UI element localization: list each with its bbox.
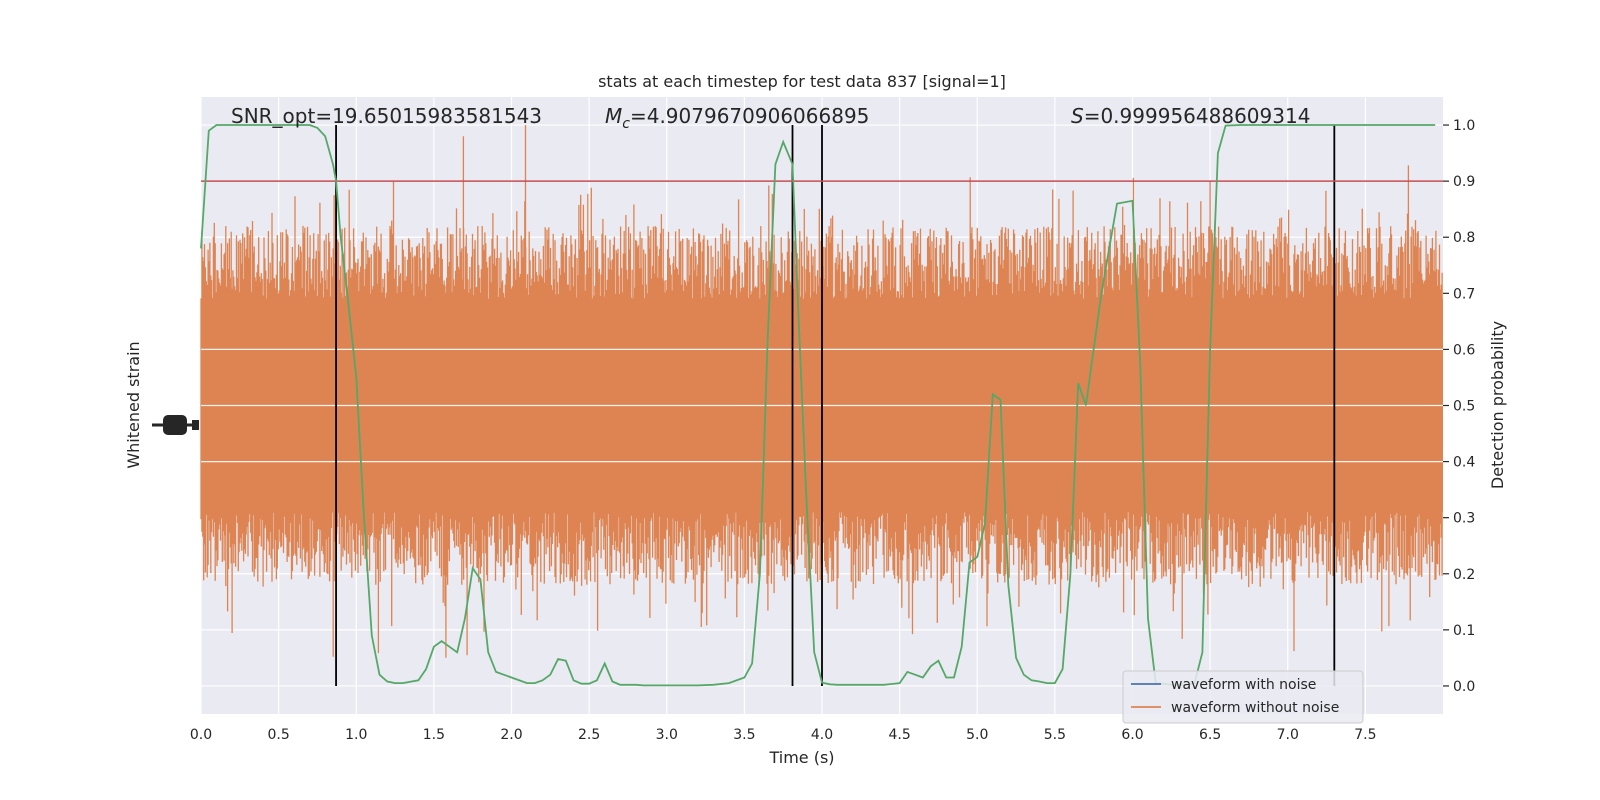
x-axis-ticks: 0.0 0.5 1.0 1.5 2.0 2.5 3.0 3.5 4.0 4.5 5.0 5.5 6.0 6… [190, 727, 1377, 743]
x-tick-label: 7.0 [1277, 727, 1299, 743]
y-tick-label: 0.8 [1453, 230, 1475, 246]
y-tick-label: 0.3 [1453, 511, 1475, 527]
y-tick-label: 0.9 [1453, 174, 1475, 190]
x-tick-label: 2.0 [500, 727, 522, 743]
x-tick-label: 6.5 [1199, 727, 1221, 743]
x-axis-label: Time (s) [768, 748, 834, 767]
y-tick-label: 0.6 [1453, 342, 1475, 358]
x-tick-label: 4.0 [811, 727, 833, 743]
y-tick-label: 0.1 [1453, 623, 1475, 639]
x-tick-label: 2.5 [578, 727, 600, 743]
x-tick-label: 1.0 [345, 727, 367, 743]
snr-annotation: SNR_opt=19.65015983581543 [231, 104, 542, 128]
legend-label-clean: waveform without noise [1171, 700, 1339, 716]
event-markers [335, 125, 1336, 686]
x-tick-label: 7.5 [1354, 727, 1376, 743]
chirp-mass-annotation: Mc=4.9079670906066895 [605, 104, 869, 132]
x-tick-label: 3.0 [656, 727, 678, 743]
y-tick-label: 1.0 [1453, 118, 1475, 134]
legend: waveform with noise waveform without noi… [1122, 670, 1364, 724]
x-tick-label: 1.5 [423, 727, 445, 743]
y-tick-label: 0.7 [1453, 286, 1475, 302]
y-tick-label: 0.0 [1453, 679, 1475, 695]
y-tick-label: 0.5 [1453, 399, 1475, 415]
y-tick-label: 0.4 [1453, 455, 1475, 471]
x-tick-label: 5.0 [966, 727, 988, 743]
y-axis-ticks-right: 0.0 0.1 0.2 0.3 0.4 0.5 0.6 0.7 0.8 0.9 1.0 [1443, 118, 1475, 695]
left-axis-overlapping-ticks [152, 415, 199, 435]
y-axis-label-right: Detection probability [1488, 321, 1507, 489]
legend-label-noise: waveform with noise [1171, 677, 1316, 693]
left-axis-label-cluster [163, 415, 187, 435]
x-tick-label: 3.5 [733, 727, 755, 743]
x-tick-label: 5.5 [1044, 727, 1066, 743]
x-tick-label: 6.0 [1121, 727, 1143, 743]
x-tick-label: 0.5 [267, 727, 289, 743]
x-tick-label: 0.0 [190, 727, 212, 743]
y-tick-label: 0.2 [1453, 567, 1475, 583]
score-annotation: S=0.999956488609314 [1071, 104, 1310, 128]
x-tick-label: 4.5 [888, 727, 910, 743]
y-axis-label-left: Whitened strain [124, 341, 143, 468]
left-axis-tick-cluster [192, 420, 199, 430]
chart-title: stats at each timestep for test data 837… [598, 72, 1006, 91]
